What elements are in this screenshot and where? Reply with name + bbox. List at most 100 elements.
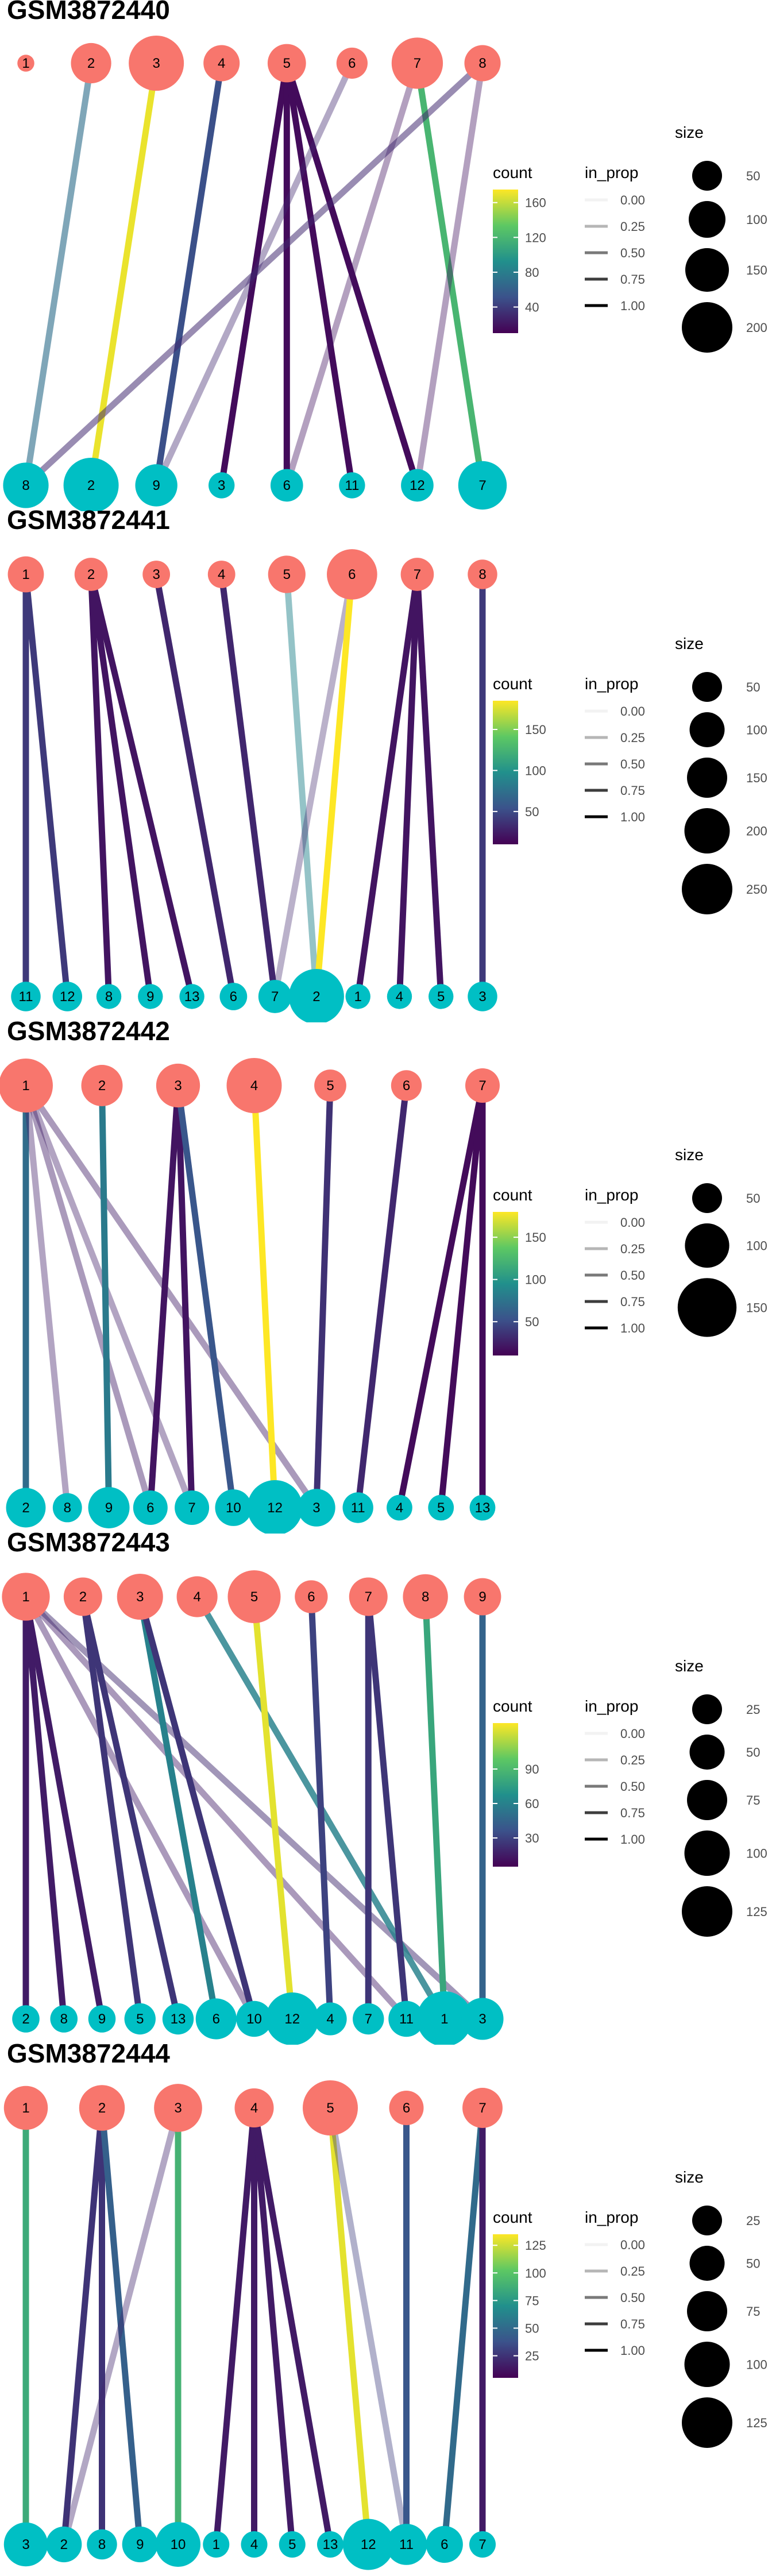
size-tick-label: 250	[746, 882, 767, 897]
target-node-7-label: 7	[478, 2537, 486, 2552]
target-node-8-circle	[52, 1493, 82, 1523]
in-prop-tick-label: 0.00	[620, 1215, 645, 1230]
size-key	[689, 201, 725, 238]
source-node-1-label: 1	[22, 567, 29, 582]
in-prop-tick-label: 0.00	[620, 2238, 645, 2252]
target-node-8-circle	[87, 2529, 117, 2560]
link-3-2	[60, 2107, 182, 2546]
target-node-6-label: 6	[146, 1500, 154, 1516]
target-node-5-label: 5	[437, 989, 445, 1005]
source-node-7-label: 7	[414, 567, 421, 582]
source-node-2-circle	[81, 1065, 123, 1106]
count-legend-title: count	[493, 1697, 532, 1715]
target-node-3: 3	[209, 472, 235, 499]
source-node-5-circle	[303, 2080, 358, 2135]
target-node-12-circle	[342, 2519, 394, 2570]
link-2-9	[99, 1085, 113, 1508]
target-node-2: 2	[63, 458, 119, 513]
source-node-4-circle	[226, 1058, 282, 1113]
target-node-13-circle	[316, 2531, 344, 2558]
in-prop-tick-label: 0.00	[620, 1727, 645, 1741]
link-5-3	[313, 1085, 334, 1508]
source-node-6: 6	[327, 549, 377, 600]
target-node-10: 10	[236, 2000, 272, 2037]
source-node-6-circle	[295, 1580, 328, 1613]
source-node-3: 3	[156, 1063, 200, 1108]
target-node-3-circle	[209, 472, 235, 499]
source-node-5-label: 5	[250, 1589, 258, 1605]
in-prop-legend-title: in_prop	[585, 1186, 638, 1204]
target-node-4-label: 4	[250, 2537, 258, 2552]
target-node-13-circle	[469, 1494, 496, 1521]
in-prop-tick-label: 0.75	[620, 272, 645, 287]
count-legend-title: count	[493, 2208, 532, 2226]
target-node-2-circle	[6, 1488, 46, 1528]
source-node-6-label: 6	[403, 2100, 410, 2116]
target-node-12-circle	[52, 982, 83, 1011]
count-tick-label: 100	[525, 2266, 546, 2280]
source-node-1: 1	[2, 1573, 50, 1621]
target-node-9-circle	[135, 464, 177, 507]
source-node-4-circle	[176, 1576, 218, 1617]
link-1-11	[23, 1594, 409, 2021]
source-node-5-circle	[314, 1069, 346, 1102]
source-node-4-label: 4	[218, 567, 225, 582]
target-node-5: 5	[429, 984, 454, 1009]
target-node-1-circle	[203, 2531, 230, 2558]
target-node-8-circle	[50, 2005, 78, 2033]
target-node-1-circle	[345, 984, 370, 1009]
target-node-5: 5	[279, 2531, 306, 2558]
count-tick-label: 120	[525, 230, 546, 245]
target-node-4: 4	[387, 1494, 412, 1521]
source-node-1-label: 1	[22, 2100, 29, 2116]
count-tick-label: 160	[525, 196, 546, 210]
source-node-1: 1	[17, 55, 34, 72]
count-tick-label: 50	[525, 2321, 539, 2335]
link-2-2	[60, 2107, 105, 2545]
target-node-4: 4	[314, 2002, 347, 2036]
source-node-6-circle	[389, 2091, 424, 2125]
source-node-6-label: 6	[307, 1589, 315, 1605]
target-node-7-circle	[175, 1490, 210, 1525]
count-tick-label: 100	[525, 1273, 546, 1287]
count-tick-label: 30	[525, 1831, 539, 1845]
link-2-13	[88, 573, 195, 998]
target-node-3-circle	[468, 982, 497, 1011]
target-node-9: 9	[138, 984, 163, 1009]
size-key	[684, 2342, 730, 2387]
link-3-6	[147, 1085, 182, 1508]
target-node-7-label: 7	[365, 2011, 372, 2027]
target-node-13-circle	[179, 984, 204, 1009]
target-node-3: 3	[298, 1489, 335, 1527]
size-legend: size 25 50 75 100 125	[675, 1657, 767, 1937]
link-7-4	[396, 1084, 486, 1509]
size-key	[692, 161, 722, 191]
target-node-13-label: 13	[184, 989, 200, 1005]
target-node-5: 5	[124, 2003, 156, 2035]
in-prop-tick-label: 1.00	[620, 1321, 645, 1335]
target-node-1: 1	[345, 984, 370, 1009]
target-node-8-circle	[96, 984, 122, 1009]
in-prop-tick-label: 0.00	[620, 193, 645, 207]
size-key	[682, 1886, 732, 1937]
source-node-2-label: 2	[87, 567, 95, 582]
source-node-2: 2	[63, 1577, 102, 1616]
target-node-6-circle	[270, 469, 303, 502]
source-node-2-label: 2	[98, 1078, 106, 1094]
target-node-10-label: 10	[171, 2537, 186, 2552]
target-node-6: 6	[133, 1490, 168, 1525]
panel-diagram: 1 2 3 4 5 6 73 2 8 9 10 1 4 5 13 12 11 6 7count12510075502…	[3, 2080, 767, 2570]
links	[22, 573, 486, 998]
target-node-12: 12	[265, 1992, 319, 2046]
target-node-9-label: 9	[98, 2011, 106, 2027]
size-tick-label: 125	[746, 2416, 767, 2430]
link-5-12	[284, 62, 420, 486]
count-legend-title: count	[493, 164, 532, 181]
target-node-2: 2	[12, 2005, 40, 2033]
source-node-5-label: 5	[283, 567, 291, 582]
count-tick-label: 150	[525, 723, 546, 737]
size-key	[682, 2397, 732, 2448]
links	[22, 1083, 486, 1510]
target-node-8-label: 8	[98, 2537, 106, 2552]
link-7-4	[396, 574, 420, 997]
